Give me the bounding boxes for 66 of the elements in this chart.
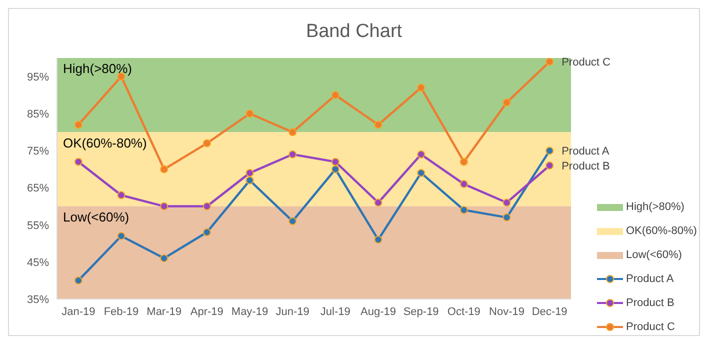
x-tick-label: Jul-19 xyxy=(320,306,350,318)
point xyxy=(288,128,297,136)
y-tick-label: 95% xyxy=(26,71,50,84)
point xyxy=(502,198,511,207)
point xyxy=(460,206,468,214)
legend-label: Product B xyxy=(626,297,674,309)
x-tick-label: Aug-19 xyxy=(360,306,396,318)
x-tick-label: Nov-19 xyxy=(489,306,524,318)
point xyxy=(246,176,254,184)
x-tick-label: May-19 xyxy=(231,306,268,318)
point xyxy=(374,198,382,207)
chart-title: Band Chart xyxy=(304,21,404,43)
point xyxy=(502,98,511,106)
point xyxy=(117,232,126,240)
point xyxy=(160,165,168,174)
band-label: OK(60%-80%) xyxy=(63,135,147,150)
text: Product A xyxy=(562,146,610,158)
text: High(>80%) xyxy=(626,201,684,213)
point xyxy=(546,58,554,66)
point xyxy=(246,168,254,177)
text: OK(60%-80%) xyxy=(626,225,697,237)
x-tick-label: Mar-19 xyxy=(146,306,182,318)
y-tick-label: 35% xyxy=(26,294,50,306)
point xyxy=(331,91,340,100)
x-tick-label: Sep-19 xyxy=(403,306,439,318)
y-tick-label: 85% xyxy=(26,108,50,121)
point xyxy=(417,84,426,92)
point xyxy=(202,228,211,236)
point xyxy=(202,202,211,210)
point xyxy=(202,139,211,148)
x-tick-label: Oct-19 xyxy=(447,306,480,318)
legend-label: Product A xyxy=(626,273,674,285)
y-tick-label: 55% xyxy=(26,220,50,232)
point xyxy=(331,158,340,166)
band-label: Low(<60%) xyxy=(63,210,130,225)
band-label: High(>80%) xyxy=(63,61,132,76)
point xyxy=(74,158,82,166)
point xyxy=(417,168,426,177)
point xyxy=(546,162,554,170)
x-tick-label: Feb-19 xyxy=(104,306,139,318)
point xyxy=(374,236,382,244)
point xyxy=(460,180,468,188)
point xyxy=(160,254,168,262)
point xyxy=(502,213,511,222)
point xyxy=(374,120,382,129)
point xyxy=(417,150,426,158)
y-tick-label: 75% xyxy=(26,146,50,158)
x-tick-label: Jun-19 xyxy=(276,306,310,318)
y-tick-label: 45% xyxy=(26,256,50,269)
point xyxy=(460,158,468,166)
y-tick-label: 65% xyxy=(26,182,50,195)
point xyxy=(74,120,82,129)
point xyxy=(246,110,254,118)
legend-label: Product C xyxy=(626,321,675,333)
point xyxy=(74,276,82,284)
point xyxy=(288,217,297,226)
text: Product B xyxy=(562,160,610,173)
point xyxy=(288,150,297,158)
x-tick-label: Apr-19 xyxy=(190,306,224,318)
x-tick-label: Dec-19 xyxy=(532,306,568,318)
point xyxy=(117,191,126,200)
text: Low(<60%) xyxy=(626,249,682,261)
x-tick-label: Jan-19 xyxy=(62,306,96,318)
point xyxy=(160,202,168,210)
point xyxy=(331,165,340,174)
point xyxy=(546,146,554,155)
